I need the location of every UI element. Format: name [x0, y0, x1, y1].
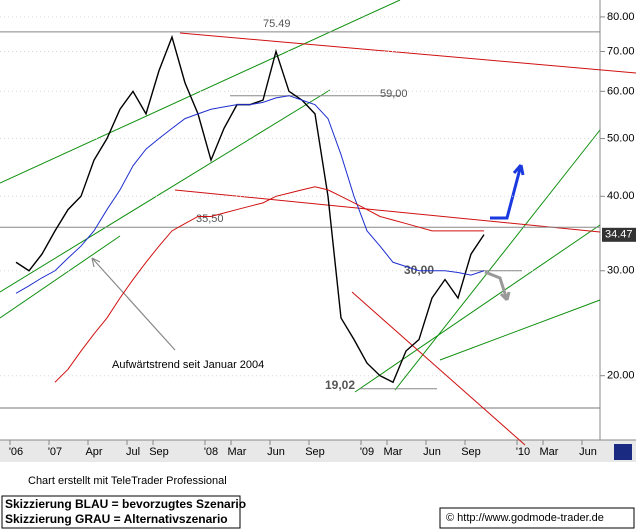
- y-tick-label: 40.00: [607, 190, 635, 202]
- x-tick-label: Sep: [305, 446, 325, 458]
- x-tick-label: Sep: [149, 446, 169, 458]
- grey-scenario: [484, 270, 511, 302]
- x-tick-label: Jun: [423, 446, 441, 458]
- x-tick-label: '06: [9, 446, 23, 458]
- legend-line: Skizzierung BLAU = bevorzugtes Szenario: [5, 497, 246, 511]
- annotation: Aufwärtstrend seit Januar 2004: [112, 359, 264, 371]
- x-tick-label: Jul: [126, 446, 140, 458]
- y-tick-label: 80.00: [607, 11, 635, 23]
- last-price-box: [602, 227, 636, 242]
- annotation-arrow: [91, 257, 176, 351]
- level-label: 75.49: [263, 18, 291, 30]
- x-tick-label: Mar: [384, 446, 403, 458]
- credit: Chart erstellt mit TeleTrader Profession…: [28, 475, 227, 487]
- x-axis-band: [0, 440, 636, 462]
- y-tick-label: 50.00: [607, 132, 635, 144]
- series-line: [15, 95, 485, 294]
- x-tick-label: '07: [48, 446, 62, 458]
- y-tick-label: 70.00: [607, 45, 635, 57]
- x-tick-label: '08: [204, 446, 218, 458]
- level-label: 30,00: [404, 263, 434, 277]
- logo: [614, 444, 632, 460]
- x-tick-label: Jun: [579, 446, 597, 458]
- level-label: 35,50: [196, 213, 224, 225]
- blue-scenario: [490, 164, 525, 220]
- last-price-label: 34.47: [605, 229, 633, 241]
- plot-bg: [0, 0, 636, 462]
- x-tick-label: Sep: [461, 446, 481, 458]
- source-box: [439, 507, 635, 529]
- series-line: [54, 186, 484, 383]
- x-tick-label: Mar: [228, 446, 247, 458]
- x-tick-label: Mar: [540, 446, 559, 458]
- x-tick-label: Apr: [85, 446, 102, 458]
- level-label: 59,00: [380, 88, 408, 100]
- source: © http://www.godmode-trader.de: [446, 512, 604, 524]
- legend-line: Skizzierung GRAU = Alternativszenario: [5, 512, 228, 526]
- y-tick-label: 30.00: [607, 265, 635, 277]
- x-tick-label: '10: [516, 446, 530, 458]
- legend-box: [1, 495, 241, 529]
- x-tick-label: '09: [360, 446, 374, 458]
- y-tick-label: 60.00: [607, 85, 635, 97]
- level-label: 19,02: [325, 378, 355, 392]
- resistance-lines: [174, 32, 636, 446]
- y-tick-label: 20.00: [607, 370, 635, 382]
- x-tick-label: Jun: [267, 446, 285, 458]
